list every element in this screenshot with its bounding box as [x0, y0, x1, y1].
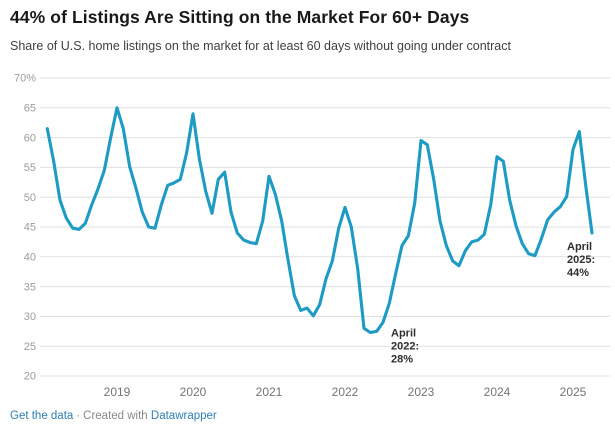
annotation-2025-04: 2025: [567, 254, 595, 266]
x-tick-label: 2025 [560, 385, 587, 399]
y-tick-label: 25 [24, 341, 36, 353]
y-tick-label: 50 [24, 192, 36, 204]
footer-separator: · [76, 410, 81, 422]
x-tick-label: 2021 [256, 385, 283, 399]
x-tick-label: 2023 [408, 385, 435, 399]
y-tick-label: 60 [24, 132, 36, 144]
data-line [45, 106, 594, 335]
get-the-data-link[interactable]: Get the data [10, 410, 74, 422]
chart-title: 44% of Listings Are Sitting on the Marke… [10, 7, 470, 27]
y-tick-label: 35 [24, 281, 36, 293]
annotation-2022-04: 28% [391, 353, 413, 365]
y-tick-label: 65 [24, 103, 36, 115]
y-tick-label: 70% [14, 73, 36, 85]
x-tick-label: 2024 [484, 385, 511, 399]
annotation-2025-04: 44% [567, 267, 589, 279]
y-tick-label: 55 [24, 162, 36, 174]
x-tick-label: 2022 [332, 385, 359, 399]
annotation-2025-04: April [567, 241, 592, 253]
footer: Get the data · Created with Datawrapper [10, 410, 217, 422]
y-tick-label: 30 [24, 311, 36, 323]
footer-created-with: Created with [83, 410, 148, 422]
x-tick-label: 2019 [104, 385, 131, 399]
chart-subtitle: Share of U.S. home listings on the marke… [10, 39, 511, 53]
y-tick-label: 40 [24, 252, 36, 264]
datawrapper-link[interactable]: Datawrapper [150, 410, 217, 422]
y-tick-label: 45 [24, 222, 36, 234]
annotation-2022-04: 2022: [391, 340, 419, 352]
annotation-2022-04: April [391, 327, 416, 339]
y-tick-label: 20 [24, 371, 36, 383]
x-tick-label: 2020 [180, 385, 207, 399]
